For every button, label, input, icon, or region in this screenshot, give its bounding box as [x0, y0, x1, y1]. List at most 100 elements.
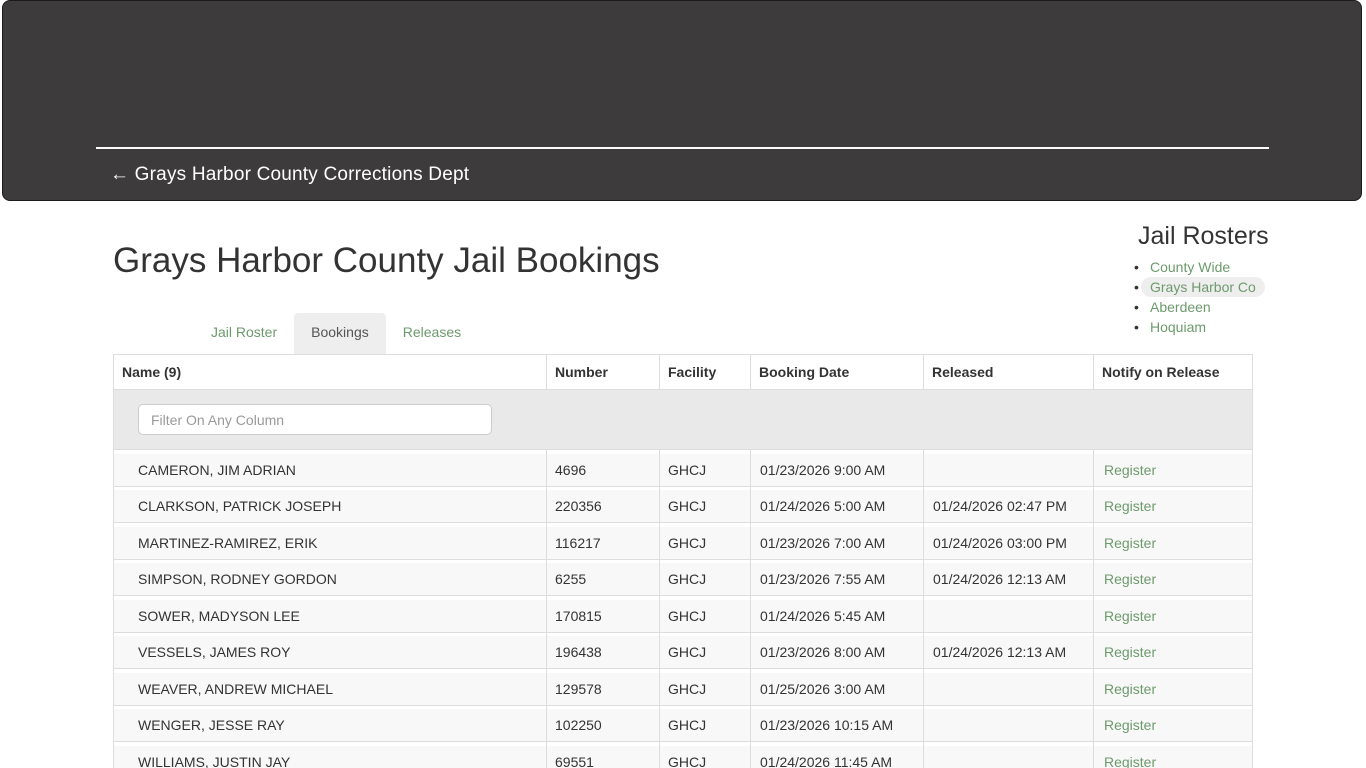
cell-booking: 01/23/2026 8:00 AM: [750, 636, 924, 669]
cell-number: 102250: [546, 709, 660, 742]
register-link[interactable]: Register: [1104, 534, 1157, 551]
tab-bookings: Bookings: [294, 313, 386, 354]
table-row: VESSELS, JAMES ROY 196438 GHCJ 01/23/2026 8…: [113, 636, 1253, 669]
table-row: CLARKSON, PATRICK JOSEPH 220356 GHCJ 01/24/…: [113, 490, 1253, 523]
cell-number: 69551: [546, 745, 660, 768]
tab-link[interactable]: Releases: [402, 324, 462, 340]
cell-released: 01/24/2026 02:47 PM: [923, 490, 1094, 523]
cell-number: 170815: [546, 599, 660, 633]
cell-released: [923, 672, 1094, 706]
tab-link[interactable]: Jail Roster: [211, 324, 278, 340]
cell-name: CLARKSON, PATRICK JOSEPH: [113, 490, 547, 523]
cell-booking: 01/24/2026 5:00 AM: [750, 490, 924, 523]
row-spacer: [113, 741, 1253, 746]
jail-rosters-box: Jail Rosters County Wide Grays Harbor Co A…: [1128, 222, 1288, 337]
cell-released: 01/24/2026 03:00 PM: [923, 526, 1094, 560]
tab-link[interactable]: Bookings: [294, 313, 386, 354]
roster-link[interactable]: Grays Harbor Co: [1150, 279, 1256, 295]
active-roster-pill: Grays Harbor Co: [1141, 277, 1265, 297]
row-spacer: [113, 705, 1253, 709]
cell-name: WENGER, JESSE RAY: [113, 709, 547, 742]
column-header: Name (9): [113, 354, 547, 390]
cell-number: 4696: [546, 453, 660, 487]
register-link[interactable]: Register: [1104, 753, 1157, 768]
roster-link[interactable]: County Wide: [1150, 259, 1231, 275]
register-link[interactable]: Register: [1104, 571, 1157, 587]
row-spacer: [113, 522, 1253, 527]
row-spacer: [113, 559, 1253, 563]
cell-number: 129578: [546, 672, 660, 706]
cell-name: SIMPSON, RODNEY GORDON: [113, 563, 547, 596]
cell-booking: 01/23/2026 7:00 AM: [750, 526, 924, 560]
row-spacer: [113, 595, 1253, 600]
cell-facility: GHCJ: [659, 745, 751, 768]
register-link[interactable]: Register: [1104, 461, 1157, 478]
cell-facility: GHCJ: [659, 490, 751, 523]
cell-name: WILLIAMS, JUSTIN JAY: [113, 745, 547, 768]
filter-input[interactable]: [138, 404, 492, 435]
cell-notify: Register: [1093, 672, 1253, 706]
cell-booking: 01/24/2026 5:45 AM: [750, 599, 924, 633]
row-spacer: [113, 632, 1253, 636]
cell-facility: GHCJ: [659, 563, 751, 596]
register-link[interactable]: Register: [1104, 607, 1157, 624]
back-to-department-link[interactable]: ← Grays Harbor County Corrections Dept: [110, 164, 470, 185]
jail-rosters-list: County Wide Grays Harbor Co Aberdeen Hoquia…: [1128, 257, 1288, 337]
cell-name: VESSELS, JAMES ROY: [113, 636, 547, 669]
register-link[interactable]: Register: [1104, 644, 1157, 660]
column-header: Number: [546, 354, 660, 390]
cell-released: 01/24/2026 12:13 AM: [923, 636, 1094, 669]
column-header: Facility: [659, 354, 751, 390]
register-link[interactable]: Register: [1104, 498, 1157, 514]
table-row: WENGER, JESSE RAY 102250 GHCJ 01/23/2026 10…: [113, 709, 1253, 742]
cell-facility: GHCJ: [659, 672, 751, 706]
cell-number: 6255: [546, 563, 660, 596]
table-row: WILLIAMS, JUSTIN JAY 69551 GHCJ 01/24/2026 …: [113, 745, 1253, 768]
column-header: Released: [923, 354, 1094, 390]
cell-booking: 01/23/2026 10:15 AM: [750, 709, 924, 742]
cell-name: SOWER, MADYSON LEE: [113, 599, 547, 633]
cell-notify: Register: [1093, 709, 1253, 742]
table-row: MARTINEZ-RAMIREZ, ERIK 116217 GHCJ 01/23/20…: [113, 526, 1253, 560]
column-header: Booking Date: [750, 354, 924, 390]
cell-facility: GHCJ: [659, 636, 751, 669]
cell-notify: Register: [1093, 563, 1253, 596]
cell-notify: Register: [1093, 599, 1253, 633]
register-link[interactable]: Register: [1104, 717, 1157, 733]
cell-released: 01/24/2026 12:13 AM: [923, 563, 1094, 596]
cell-notify: Register: [1093, 745, 1253, 768]
tab-releases: Releases: [386, 313, 478, 354]
tab-jail-roster: Jail Roster: [194, 313, 294, 354]
roster-item: Grays Harbor Co: [1128, 277, 1288, 297]
roster-link[interactable]: Hoquiam: [1150, 319, 1207, 335]
page-title: Grays Harbor County Jail Bookings: [113, 241, 660, 280]
cell-released: [923, 453, 1094, 487]
table-header-row: Name (9) Number Facility Booking Date Releas…: [113, 354, 1253, 390]
row-spacer: [113, 668, 1253, 673]
cell-facility: GHCJ: [659, 709, 751, 742]
table-row: SOWER, MADYSON LEE 170815 GHCJ 01/24/2026 5…: [113, 599, 1253, 633]
register-link[interactable]: Register: [1104, 680, 1157, 697]
cell-number: 196438: [546, 636, 660, 669]
cell-booking: 01/23/2026 7:55 AM: [750, 563, 924, 596]
cell-booking: 01/23/2026 9:00 AM: [750, 453, 924, 487]
table-row: WEAVER, ANDREW MICHAEL 129578 GHCJ 01/25/20…: [113, 672, 1253, 706]
cell-booking: 01/25/2026 3:00 AM: [750, 672, 924, 706]
cell-notify: Register: [1093, 490, 1253, 523]
cell-facility: GHCJ: [659, 526, 751, 560]
table-row: SIMPSON, RODNEY GORDON 6255 GHCJ 01/23/2026…: [113, 563, 1253, 596]
cell-name: WEAVER, ANDREW MICHAEL: [113, 672, 547, 706]
roster-link[interactable]: Aberdeen: [1150, 299, 1211, 315]
cell-name: CAMERON, JIM ADRIAN: [113, 453, 547, 487]
cell-number: 116217: [546, 526, 660, 560]
cell-released: [923, 709, 1094, 742]
filter-row: [113, 389, 1253, 450]
hero-divider: [96, 147, 1269, 149]
row-spacer: [113, 449, 1253, 454]
cell-name: MARTINEZ-RAMIREZ, ERIK: [113, 526, 547, 560]
tab-bar: Jail Roster Bookings Releases: [194, 313, 478, 354]
cell-notify: Register: [1093, 636, 1253, 669]
table-row: CAMERON, JIM ADRIAN 4696 GHCJ 01/23/2026 9:…: [113, 453, 1253, 487]
hero-banner: ← Grays Harbor County Corrections Dept: [2, 0, 1362, 201]
cell-released: [923, 745, 1094, 768]
